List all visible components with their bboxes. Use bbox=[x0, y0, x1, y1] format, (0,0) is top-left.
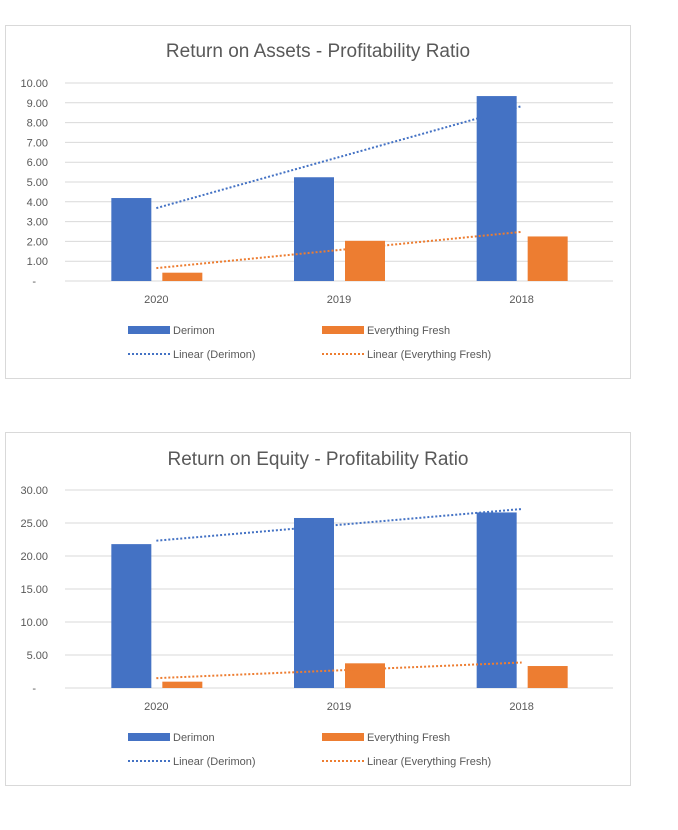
x-tick-label: 2020 bbox=[144, 701, 168, 713]
legend-label: Linear (Derimon) bbox=[173, 756, 256, 768]
roe-chart-svg: Return on Equity - Profitability Ratio - 5… bbox=[20, 449, 613, 768]
chart-title: Return on Assets - Profitability Ratio bbox=[166, 41, 470, 62]
legend-label: Derimon bbox=[173, 732, 215, 744]
bar-derimon bbox=[111, 198, 152, 281]
y-tick-label: 5.00 bbox=[27, 650, 48, 662]
bar-everything-fresh bbox=[162, 272, 203, 281]
bar-derimon bbox=[476, 512, 517, 688]
y-tick-label: 10.00 bbox=[20, 78, 48, 90]
y-tick-label: 2.00 bbox=[27, 236, 48, 248]
bar-derimon bbox=[111, 544, 152, 688]
bar-everything-fresh bbox=[162, 681, 203, 688]
bar-everything-fresh bbox=[527, 236, 568, 281]
legend-swatch bbox=[322, 326, 364, 334]
x-tick-label: 2019 bbox=[327, 701, 351, 713]
trendline-derimon bbox=[156, 105, 522, 210]
y-tick-label: 1.00 bbox=[27, 256, 48, 268]
y-tick-label: 15.00 bbox=[20, 584, 48, 596]
legend-label: Linear (Everything Fresh) bbox=[367, 349, 491, 361]
roe-chart: Return on Equity - Profitability Ratio - 5… bbox=[5, 432, 631, 786]
y-tick-label: 10.00 bbox=[20, 617, 48, 629]
legend-swatch bbox=[128, 733, 170, 741]
x-tick-label: 2019 bbox=[327, 294, 351, 306]
legend-label: Everything Fresh bbox=[367, 732, 450, 744]
legend-swatch bbox=[128, 326, 170, 334]
bar-derimon bbox=[294, 517, 334, 688]
y-tick-label: 8.00 bbox=[27, 118, 48, 130]
trendline-everything-fresh bbox=[156, 661, 522, 680]
y-tick-label: - bbox=[32, 276, 36, 288]
legend-label: Linear (Derimon) bbox=[173, 349, 256, 361]
legend-label: Linear (Everything Fresh) bbox=[367, 756, 491, 768]
y-tick-label: - bbox=[32, 683, 36, 695]
bar-derimon bbox=[294, 177, 334, 281]
y-tick-label: 30.00 bbox=[20, 485, 48, 497]
y-tick-label: 25.00 bbox=[20, 518, 48, 530]
legend-label: Everything Fresh bbox=[367, 325, 450, 337]
y-tick-label: 4.00 bbox=[27, 197, 48, 209]
trendline-everything-fresh bbox=[156, 230, 522, 270]
bar-everything-fresh bbox=[345, 663, 385, 688]
x-tick-label: 2018 bbox=[509, 294, 533, 306]
y-tick-label: 7.00 bbox=[27, 137, 48, 149]
chart-title: Return on Equity - Profitability Ratio bbox=[168, 449, 469, 470]
x-tick-label: 2018 bbox=[509, 701, 533, 713]
y-tick-label: 3.00 bbox=[27, 217, 48, 229]
roa-chart: Return on Assets - Profitability Ratio - 1… bbox=[5, 25, 631, 379]
y-tick-label: 20.00 bbox=[20, 551, 48, 563]
trendline-derimon bbox=[156, 508, 522, 542]
x-tick-label: 2020 bbox=[144, 294, 168, 306]
y-tick-label: 6.00 bbox=[27, 157, 48, 169]
legend-label: Derimon bbox=[173, 325, 215, 337]
y-tick-label: 9.00 bbox=[27, 98, 48, 110]
legend-swatch bbox=[322, 733, 364, 741]
bar-derimon bbox=[476, 96, 517, 282]
roa-chart-svg: Return on Assets - Profitability Ratio - 1… bbox=[20, 41, 613, 361]
bar-everything-fresh bbox=[527, 666, 568, 688]
y-tick-label: 5.00 bbox=[27, 177, 48, 189]
